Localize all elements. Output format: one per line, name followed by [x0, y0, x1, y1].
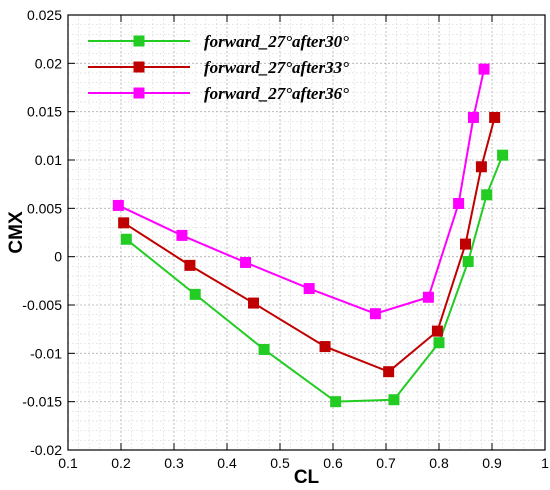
x-tick-label: 0.2	[111, 455, 131, 471]
data-point	[433, 337, 445, 349]
x-tick-label: 0.1	[58, 455, 78, 471]
series-3	[112, 63, 490, 320]
data-point	[467, 111, 479, 123]
legend-label: forward_27°after30°	[204, 32, 349, 51]
x-tick-label: 0.4	[217, 455, 237, 471]
series-layer	[112, 63, 509, 408]
data-point	[176, 229, 188, 241]
x-tick-label: 0.9	[482, 455, 502, 471]
data-point	[388, 394, 400, 406]
data-point	[481, 189, 493, 201]
legend-marker	[133, 35, 145, 47]
y-tick-label: 0.015	[27, 104, 62, 120]
series-line	[125, 154, 504, 403]
x-tick-label: 1	[541, 455, 549, 471]
data-point	[489, 111, 501, 123]
y-tick-label: -0.02	[30, 442, 62, 458]
legend: forward_27°after30° forward_27°after33°fo…	[88, 32, 349, 103]
data-point	[184, 259, 196, 271]
legend-marker	[133, 61, 145, 73]
data-point	[330, 396, 342, 408]
data-point	[460, 238, 471, 250]
data-point	[118, 217, 130, 229]
series-1	[120, 149, 509, 408]
x-tick-label: 0.8	[429, 455, 449, 471]
data-point	[431, 325, 443, 337]
legend-label: forward_27°after36°	[204, 84, 349, 103]
data-point	[422, 291, 434, 303]
data-point	[453, 198, 465, 209]
data-point	[303, 283, 315, 295]
legend-item: forward_27°after30°	[88, 32, 349, 51]
data-point	[383, 366, 395, 378]
series-2	[118, 111, 501, 378]
y-tick-label: 0.02	[35, 55, 62, 71]
legend-item: forward_27°after36°	[88, 84, 349, 103]
data-point	[189, 288, 201, 300]
y-tick-label: -0.015	[22, 394, 62, 410]
data-point	[497, 149, 509, 161]
y-tick-label: 0.005	[27, 200, 62, 216]
legend-item: forward_27°after33°	[88, 58, 349, 77]
y-tick-label: -0.01	[30, 345, 62, 361]
x-tick-label: 0.5	[270, 455, 290, 471]
data-point	[478, 63, 490, 75]
data-point	[120, 233, 132, 245]
data-point	[112, 199, 124, 211]
data-point	[369, 308, 381, 320]
legend-marker	[133, 87, 145, 99]
y-tick-label: 0	[54, 249, 62, 265]
data-point	[258, 343, 270, 355]
y-tick-label: 0.01	[35, 152, 62, 168]
y-tick-label: -0.005	[22, 297, 62, 313]
x-tick-label: 0.7	[376, 455, 396, 471]
x-tick-label: 0.3	[164, 455, 184, 471]
data-point	[248, 297, 259, 309]
y-tick-label: 0.025	[27, 7, 62, 23]
legend-label: forward_27°after33°	[204, 58, 349, 77]
data-point	[475, 161, 487, 173]
data-point	[462, 256, 474, 267]
data-point	[240, 256, 252, 268]
y-axis-title: CMX	[6, 211, 27, 254]
x-axis-title: CL	[294, 467, 320, 488]
x-tick-label: 0.6	[323, 455, 343, 471]
data-point	[319, 341, 331, 353]
plot-frame	[67, 14, 546, 451]
axis-ticks: 0.1 0.2 0.3 0.4 0.5 0.6 0.7 0.8 0.9 1 -0.02 -0.015 -…	[22, 7, 549, 471]
